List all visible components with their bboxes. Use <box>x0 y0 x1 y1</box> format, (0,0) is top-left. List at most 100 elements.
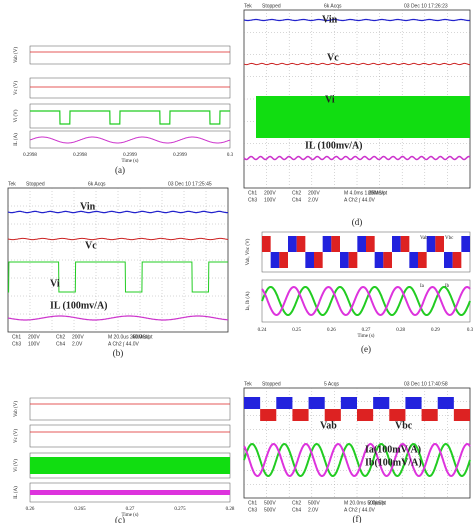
pulse <box>244 397 261 409</box>
pulse <box>418 252 427 268</box>
label: 0.265 <box>74 507 86 512</box>
label: Ch4 <box>56 341 65 347</box>
waveform <box>7 315 228 321</box>
pulse <box>314 252 323 268</box>
label: Ia <box>420 284 425 289</box>
label: Vab (V) <box>14 401 19 417</box>
label: Vbc <box>395 420 413 431</box>
label: Ia, Ib (A) <box>246 291 251 310</box>
label: 6k Acqs <box>324 3 342 9</box>
label: Time (s) <box>122 513 139 518</box>
fill-wave <box>30 457 230 474</box>
label: 0.3 <box>467 328 474 333</box>
pulse <box>366 236 375 252</box>
label: Ch2 <box>292 500 301 506</box>
label: 2.0μs/pt <box>368 500 387 506</box>
label: (b) <box>113 348 124 358</box>
label: Ch2 <box>56 334 65 340</box>
pulse <box>374 252 384 268</box>
label: Vab <box>320 420 337 431</box>
pulse <box>262 236 271 252</box>
label: 2.0V <box>72 341 83 347</box>
label: Vc <box>85 240 97 251</box>
label: Ch4 <box>292 507 301 513</box>
waveform <box>7 237 229 241</box>
waveforms <box>7 9 471 503</box>
label: Vi (V) <box>14 109 19 122</box>
label: 0.3 <box>227 153 234 158</box>
pulse <box>392 236 401 252</box>
plot-frame <box>29 424 231 448</box>
label: 0.26 <box>327 328 336 333</box>
label: (f) <box>353 514 362 523</box>
label: (e) <box>361 344 371 354</box>
label: (a) <box>115 165 125 175</box>
label: A Ch2 ∫ 44.0V <box>108 341 140 347</box>
pulse <box>389 409 406 421</box>
fill-wave <box>256 96 470 138</box>
label: Stopped <box>262 3 281 9</box>
label: Time (s) <box>122 159 139 164</box>
pulse <box>296 236 306 252</box>
pulse <box>276 397 293 409</box>
label: Stopped <box>262 381 281 387</box>
label: Ch3 <box>248 197 257 203</box>
pulse <box>400 236 410 252</box>
label: 0.29 <box>431 328 440 333</box>
label: Vab (V) <box>14 47 19 63</box>
label: 100V <box>28 341 40 347</box>
waveform <box>243 442 471 478</box>
label: 200V <box>72 334 84 340</box>
plot-frame <box>29 397 231 421</box>
label: (c) <box>115 515 125 523</box>
label: 0.28 <box>226 507 235 512</box>
waveform <box>8 261 228 293</box>
label: Time (s) <box>358 334 375 339</box>
waveform <box>243 442 471 478</box>
label: Vin <box>80 201 96 212</box>
label: Tek <box>244 381 252 387</box>
label: Ib(100mV/A) <box>365 457 422 468</box>
label: M 20.0ms 500kS/s <box>344 500 386 506</box>
label: Ch1 <box>12 334 21 340</box>
label: M 20.0us 250MS/s <box>108 334 150 340</box>
waveform <box>29 136 231 144</box>
pulse <box>383 252 392 268</box>
pulse <box>444 252 453 268</box>
label: 0.28 <box>396 328 405 333</box>
label: Vi <box>325 94 335 105</box>
waveform <box>261 286 471 316</box>
labels: Vab (V) Vc (V) Vi (V) IL (A) 0.2998 0.2998 0.2… <box>8 3 474 523</box>
label: 0.25 <box>292 328 301 333</box>
pulse <box>288 236 297 252</box>
label: 0.2998 <box>23 153 37 158</box>
label: Ch3 <box>12 341 21 347</box>
waveform <box>261 285 471 317</box>
label: Vi <box>50 278 60 289</box>
pulse <box>322 236 332 252</box>
label: Ia(100mV/A) <box>365 444 421 455</box>
plot-frame <box>29 77 231 99</box>
label: A Ch2 ∫ 44.0V <box>344 507 376 513</box>
pulse <box>426 236 436 252</box>
label: 5 Acqs <box>324 381 340 387</box>
waveform <box>243 62 470 66</box>
pulse <box>331 236 340 252</box>
pulse <box>373 397 390 409</box>
label: 800ns/pt <box>368 190 388 196</box>
waveform <box>30 110 230 125</box>
label: 0.24 <box>258 328 267 333</box>
pulse <box>357 409 374 421</box>
label: Stopped <box>26 181 45 187</box>
pulse <box>421 409 438 421</box>
pulse <box>461 236 470 252</box>
label: 500V <box>264 500 276 506</box>
pulse <box>292 409 309 421</box>
label: 03 Dec 10 17:40:58 <box>404 381 448 387</box>
pulse <box>435 236 444 252</box>
label: Vc (V) <box>14 429 19 443</box>
label: Ch4 <box>292 197 301 203</box>
label: 100V <box>264 197 276 203</box>
pulse <box>452 252 462 268</box>
